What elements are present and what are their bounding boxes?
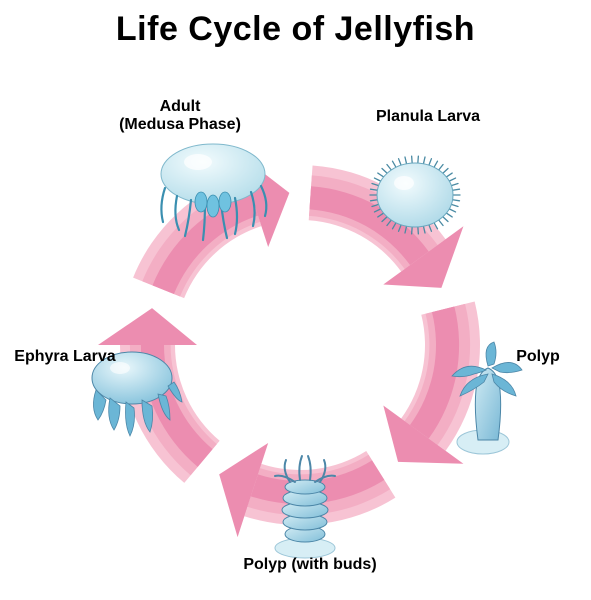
label-polyp: Polyp — [498, 348, 578, 366]
stage-adult-shape — [143, 140, 283, 250]
stage-planula-shape — [360, 145, 470, 245]
label-polyp-buds: Polyp (with buds) — [210, 556, 410, 574]
label-adult: Adult(Medusa Phase) — [90, 98, 270, 135]
diagram-viewport: Life Cycle of Jellyfish — [0, 0, 591, 600]
label-planula: Planula Larva — [348, 108, 508, 126]
label-ephyra: Ephyra Larva — [5, 348, 125, 366]
stage-polyp-buds-shape — [250, 452, 360, 562]
